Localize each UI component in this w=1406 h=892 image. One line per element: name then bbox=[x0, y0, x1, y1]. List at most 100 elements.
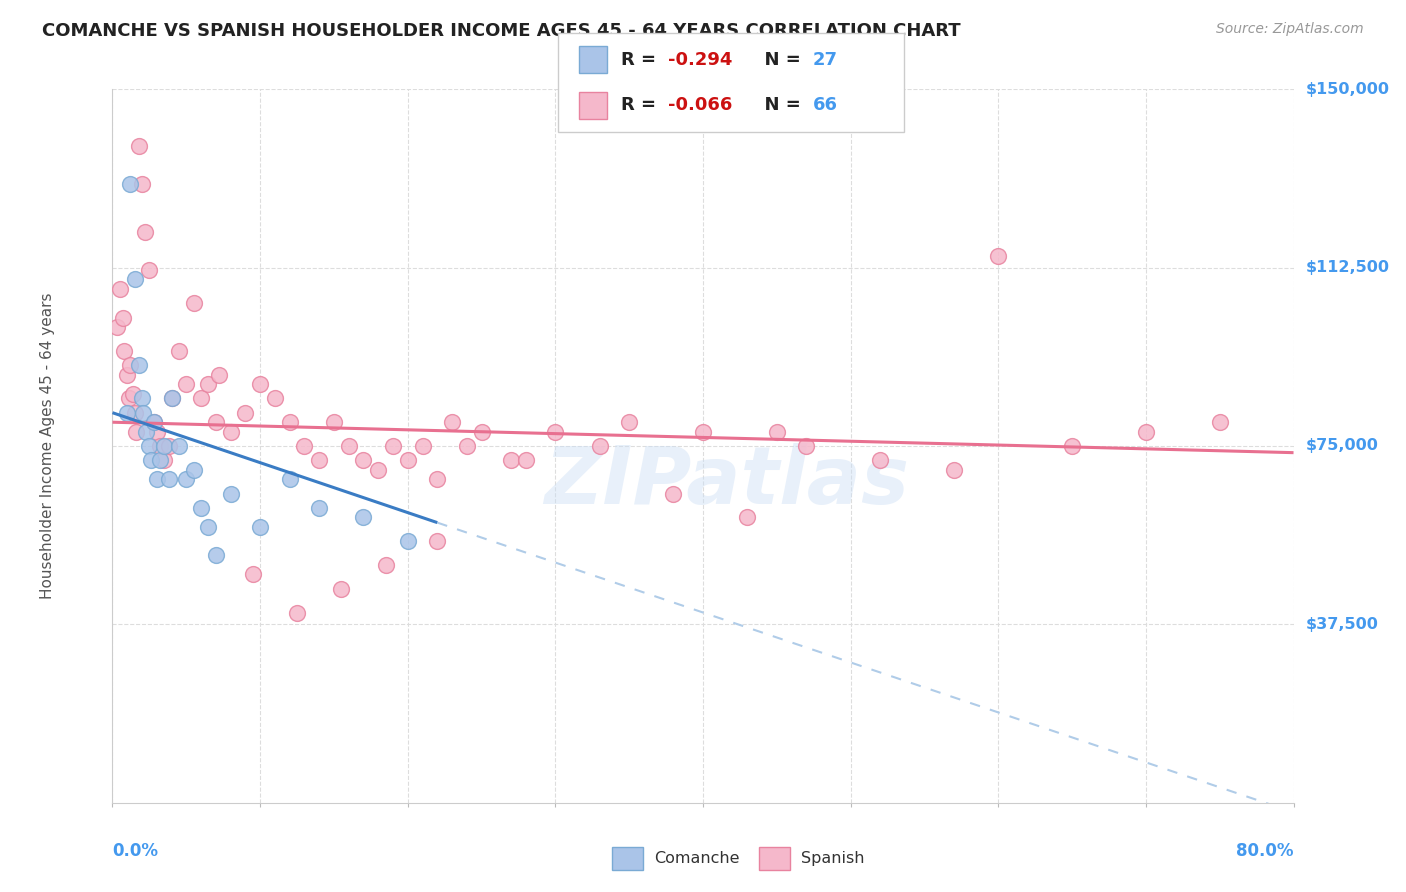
Point bbox=[208, 368, 231, 382]
Point bbox=[128, 358, 150, 372]
Point bbox=[242, 567, 264, 582]
Point bbox=[737, 510, 759, 524]
Point bbox=[146, 425, 169, 439]
Point bbox=[1135, 425, 1157, 439]
Point bbox=[382, 439, 405, 453]
Point bbox=[153, 439, 176, 453]
Point bbox=[205, 549, 228, 563]
Text: 27: 27 bbox=[813, 51, 838, 69]
Point bbox=[125, 425, 148, 439]
Point bbox=[118, 392, 141, 406]
Point bbox=[796, 439, 818, 453]
Point bbox=[285, 606, 308, 620]
Point bbox=[412, 439, 434, 453]
Point bbox=[131, 392, 153, 406]
Point bbox=[167, 439, 190, 453]
Point bbox=[120, 358, 142, 372]
Point bbox=[588, 439, 610, 453]
Point bbox=[174, 472, 197, 486]
Point bbox=[131, 178, 153, 192]
Point bbox=[160, 392, 183, 406]
Text: -0.066: -0.066 bbox=[668, 96, 733, 114]
Point bbox=[544, 425, 567, 439]
Point bbox=[219, 486, 242, 500]
Point bbox=[264, 392, 287, 406]
Point bbox=[174, 377, 197, 392]
Text: 80.0%: 80.0% bbox=[1236, 842, 1294, 860]
Point bbox=[197, 377, 219, 392]
Point bbox=[117, 406, 138, 420]
Point bbox=[308, 453, 330, 467]
Text: 0.0%: 0.0% bbox=[112, 842, 159, 860]
Point bbox=[157, 439, 180, 453]
Text: $37,500: $37,500 bbox=[1305, 617, 1378, 632]
Point bbox=[1208, 415, 1232, 429]
Point bbox=[197, 520, 219, 534]
Point bbox=[308, 500, 330, 515]
Point bbox=[352, 453, 374, 467]
Point bbox=[167, 343, 190, 358]
Point bbox=[219, 425, 242, 439]
Point bbox=[135, 425, 157, 439]
Text: Spanish: Spanish bbox=[801, 851, 865, 866]
Point bbox=[134, 225, 156, 239]
Point bbox=[124, 272, 146, 286]
Point bbox=[396, 534, 419, 549]
Point bbox=[120, 178, 142, 192]
Point bbox=[128, 139, 150, 153]
Point bbox=[456, 439, 478, 453]
Point bbox=[146, 472, 169, 486]
Point bbox=[426, 534, 449, 549]
Point bbox=[619, 415, 641, 429]
Point bbox=[374, 558, 396, 572]
Text: R =: R = bbox=[621, 51, 662, 69]
Text: R =: R = bbox=[621, 96, 662, 114]
Point bbox=[987, 249, 1010, 263]
Point bbox=[105, 320, 128, 334]
Point bbox=[396, 453, 419, 467]
Point bbox=[132, 406, 155, 420]
Point bbox=[183, 463, 205, 477]
Point bbox=[108, 282, 131, 296]
Text: $150,000: $150,000 bbox=[1305, 82, 1389, 96]
Text: $75,000: $75,000 bbox=[1305, 439, 1378, 453]
Point bbox=[278, 415, 301, 429]
Point bbox=[692, 425, 714, 439]
Point bbox=[323, 415, 346, 429]
Text: -0.294: -0.294 bbox=[668, 51, 733, 69]
Point bbox=[142, 415, 165, 429]
Point bbox=[352, 510, 374, 524]
Point bbox=[117, 368, 138, 382]
Point bbox=[515, 453, 537, 467]
Point bbox=[112, 343, 135, 358]
Text: N =: N = bbox=[752, 51, 807, 69]
Point bbox=[153, 453, 176, 467]
Point bbox=[337, 439, 360, 453]
Text: COMANCHE VS SPANISH HOUSEHOLDER INCOME AGES 45 - 64 YEARS CORRELATION CHART: COMANCHE VS SPANISH HOUSEHOLDER INCOME A… bbox=[42, 22, 960, 40]
Point bbox=[501, 453, 523, 467]
Point bbox=[157, 472, 180, 486]
Point bbox=[149, 439, 172, 453]
Point bbox=[183, 296, 205, 310]
Point bbox=[330, 582, 353, 596]
Point bbox=[292, 439, 315, 453]
Point bbox=[249, 377, 271, 392]
Text: ZIPatlas: ZIPatlas bbox=[544, 442, 910, 521]
Point bbox=[766, 425, 789, 439]
Point bbox=[149, 453, 172, 467]
Point bbox=[190, 392, 212, 406]
Point bbox=[470, 425, 494, 439]
Point bbox=[942, 463, 965, 477]
Point bbox=[142, 415, 165, 429]
Point bbox=[138, 263, 160, 277]
Point bbox=[426, 472, 449, 486]
Text: Source: ZipAtlas.com: Source: ZipAtlas.com bbox=[1216, 22, 1364, 37]
Point bbox=[249, 520, 271, 534]
Point bbox=[190, 500, 212, 515]
Point bbox=[278, 472, 301, 486]
Point bbox=[441, 415, 464, 429]
Point bbox=[205, 415, 228, 429]
Point bbox=[138, 439, 160, 453]
Text: $112,500: $112,500 bbox=[1305, 260, 1389, 275]
Point bbox=[111, 310, 134, 325]
